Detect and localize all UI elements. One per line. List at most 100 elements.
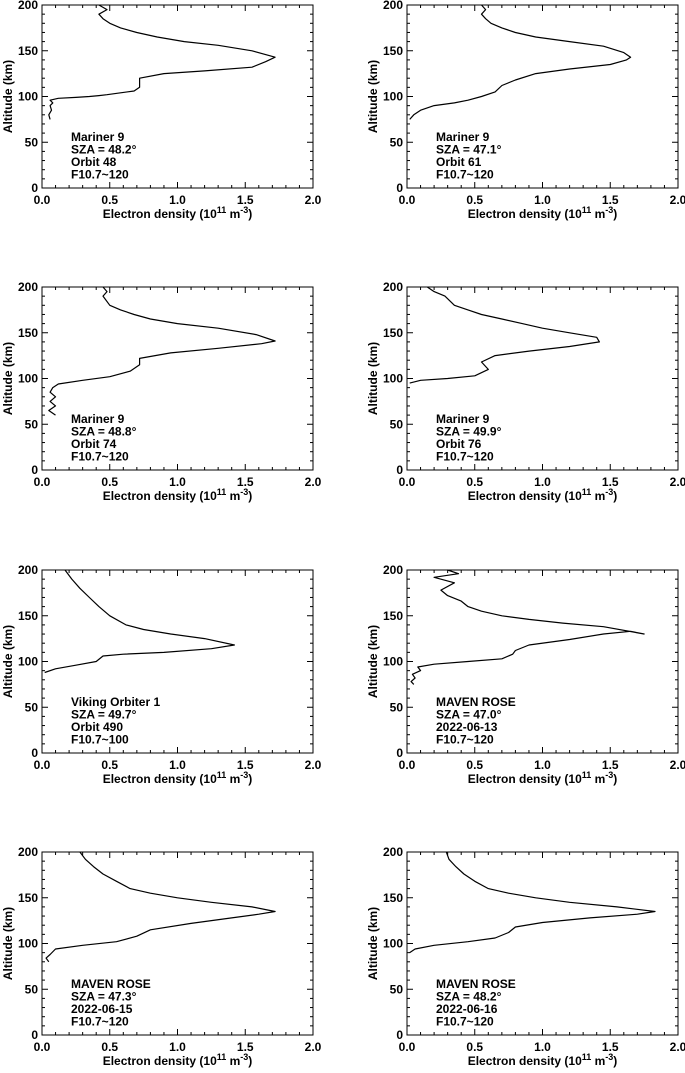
- annotation-line: F10.7~120: [436, 168, 494, 182]
- x-tick-label: 1.5: [237, 193, 254, 207]
- chart-panel-1: 0.0 0.5 1.0 1.5 2.0 0 50 100 150 200 Electron dens…: [1, 0, 322, 221]
- x-axis-label-superscript: 11: [217, 205, 227, 215]
- x-axis-label-part: m: [591, 772, 605, 786]
- x-tick-label: 0.0: [399, 758, 416, 772]
- x-axis-label-superscript: -3: [240, 1052, 248, 1062]
- x-axis-label-superscript: 11: [582, 487, 592, 497]
- annotation-line: Mariner 9: [71, 130, 125, 144]
- x-tick-label: 1.0: [169, 475, 186, 489]
- x-tick-label: 0.5: [101, 758, 118, 772]
- y-tick-label: 150: [18, 609, 38, 623]
- x-axis-label-part: Electron density (10: [103, 207, 217, 221]
- x-tick-label: 1.0: [169, 758, 186, 772]
- x-tick-label: 0.5: [101, 475, 118, 489]
- x-axis-label-superscript: -3: [240, 205, 248, 215]
- annotation-line: SZA = 48.2°: [71, 143, 137, 157]
- x-tick-label: 0.5: [466, 758, 483, 772]
- y-tick-label: 0: [396, 463, 403, 477]
- x-axis-label-part: Electron density (10: [103, 1054, 217, 1068]
- density-profile-line: [409, 851, 656, 954]
- annotation-line: 2022-06-13: [436, 720, 498, 734]
- y-tick-label: 50: [25, 417, 39, 431]
- x-axis-label: Electron density (1011 m-3): [468, 1052, 618, 1068]
- annotation-line: Orbit 76: [436, 437, 482, 451]
- y-tick-label: 150: [383, 326, 403, 340]
- x-axis-label: Electron density (1011 m-3): [468, 487, 618, 503]
- x-tick-label: 1.5: [602, 758, 619, 772]
- annotation-line: MAVEN ROSE: [436, 977, 516, 991]
- x-axis-label: Electron density (1011 m-3): [468, 770, 618, 786]
- x-axis-label-superscript: -3: [605, 770, 613, 780]
- x-tick-label: 1.0: [534, 1040, 551, 1054]
- y-tick-label: 200: [18, 563, 38, 577]
- x-tick-label: 2.0: [305, 758, 322, 772]
- y-tick-label: 0: [31, 181, 38, 195]
- x-axis-label-superscript: 11: [217, 487, 227, 497]
- x-tick-label: 0.0: [399, 475, 416, 489]
- y-tick-label: 150: [383, 891, 403, 905]
- annotation-line: SZA = 49.9°: [436, 425, 502, 439]
- annotation-line: 2022-06-15: [71, 1002, 133, 1016]
- annotation-line: MAVEN ROSE: [436, 695, 516, 709]
- y-tick-label: 150: [18, 326, 38, 340]
- x-tick-label: 0.0: [34, 758, 51, 772]
- density-profile-line: [48, 286, 276, 416]
- y-tick-label: 50: [390, 982, 404, 996]
- density-profile-line: [409, 286, 600, 384]
- y-tick-label: 50: [390, 135, 404, 149]
- annotation-line: Mariner 9: [436, 412, 490, 426]
- x-tick-label: 2.0: [670, 193, 685, 207]
- y-axis-label: Altitude (km): [1, 907, 15, 980]
- y-tick-label: 0: [396, 181, 403, 195]
- x-tick-label: 2.0: [305, 193, 322, 207]
- x-axis-label-part: ): [248, 207, 252, 221]
- y-tick-label: 200: [383, 0, 403, 12]
- y-tick-label: 200: [383, 563, 403, 577]
- y-tick-label: 150: [383, 609, 403, 623]
- x-tick-label: 0.0: [34, 1040, 51, 1054]
- annotation-line: F10.7~120: [71, 168, 129, 182]
- annotation-line: F10.7~100: [71, 733, 129, 747]
- annotation-line: F10.7~120: [436, 450, 494, 464]
- annotation-line: Mariner 9: [436, 130, 490, 144]
- chart-panel-2: 0.0 0.5 1.0 1.5 2.0 0 50 100 150 200 Electron dens…: [366, 0, 685, 221]
- annotation-line: MAVEN ROSE: [71, 977, 151, 991]
- x-axis-label-superscript: -3: [240, 770, 248, 780]
- x-tick-label: 1.5: [602, 475, 619, 489]
- x-axis-label: Electron density (1011 m-3): [468, 205, 618, 221]
- x-axis-label-superscript: 11: [582, 205, 592, 215]
- chart-panel-7: 0.0 0.5 1.0 1.5 2.0 0 50 100 150 200 Electron dens…: [1, 845, 322, 1068]
- x-axis-label-part: ): [613, 772, 617, 786]
- y-tick-label: 100: [18, 372, 38, 386]
- annotation-line: F10.7~120: [71, 1015, 129, 1029]
- annotation-line: Orbit 61: [436, 155, 482, 169]
- annotation-line: F10.7~120: [436, 1015, 494, 1029]
- x-axis-label: Electron density (1011 m-3): [103, 487, 253, 503]
- x-axis-label-superscript: -3: [605, 487, 613, 497]
- x-tick-label: 1.0: [534, 758, 551, 772]
- x-tick-label: 1.0: [169, 193, 186, 207]
- y-tick-label: 200: [383, 280, 403, 294]
- annotation-line: Viking Orbiter 1: [71, 695, 160, 709]
- y-tick-label: 50: [390, 417, 404, 431]
- y-axis-label: Altitude (km): [366, 342, 380, 415]
- annotation-line: F10.7~120: [436, 733, 494, 747]
- annotation-line: Orbit 48: [71, 155, 117, 169]
- annotation-line: 2022-06-16: [436, 1002, 498, 1016]
- y-axis-label: Altitude (km): [366, 907, 380, 980]
- x-axis-label-part: Electron density (10: [468, 772, 582, 786]
- x-tick-label: 1.5: [237, 758, 254, 772]
- x-axis-label: Electron density (1011 m-3): [103, 770, 253, 786]
- y-tick-label: 50: [25, 700, 39, 714]
- density-profile-line: [409, 4, 632, 120]
- y-tick-label: 200: [18, 280, 38, 294]
- x-tick-label: 0.0: [399, 193, 416, 207]
- x-axis-label-part: m: [591, 207, 605, 221]
- x-axis-label-part: m: [226, 772, 240, 786]
- x-axis-label-part: m: [591, 1054, 605, 1068]
- x-tick-label: 1.5: [602, 193, 619, 207]
- y-tick-label: 50: [25, 982, 39, 996]
- y-tick-label: 200: [18, 845, 38, 859]
- x-tick-label: 0.0: [34, 193, 51, 207]
